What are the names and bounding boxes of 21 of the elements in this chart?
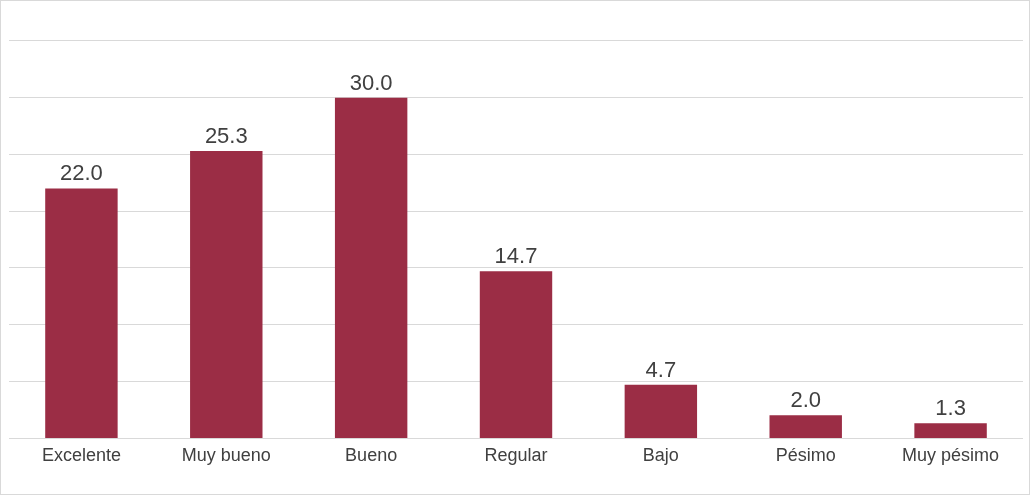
x-tick-label: Muy pésimo [902,444,1000,465]
data-label: 4.7 [645,356,677,382]
bar [334,97,408,438]
x-tick-label: Muy bueno [181,444,271,465]
x-tick-label: Excelente [41,444,121,465]
data-label: 14.7 [494,243,538,269]
bar [624,384,698,438]
bar [45,188,118,438]
bar [769,415,842,438]
data-label: 22.0 [60,160,103,186]
x-tick-label: Bajo [642,444,679,465]
x-tick-label: Bueno [345,444,398,465]
data-label: 30.0 [349,69,393,95]
data-label: 2.0 [790,387,822,413]
bar [479,271,553,438]
x-tick-label: Regular [484,444,548,465]
bar [190,151,263,438]
data-label: 25.3 [204,123,248,149]
bar [914,423,987,438]
x-tick-label: Pésimo [775,444,836,465]
data-label: 1.3 [935,395,966,421]
